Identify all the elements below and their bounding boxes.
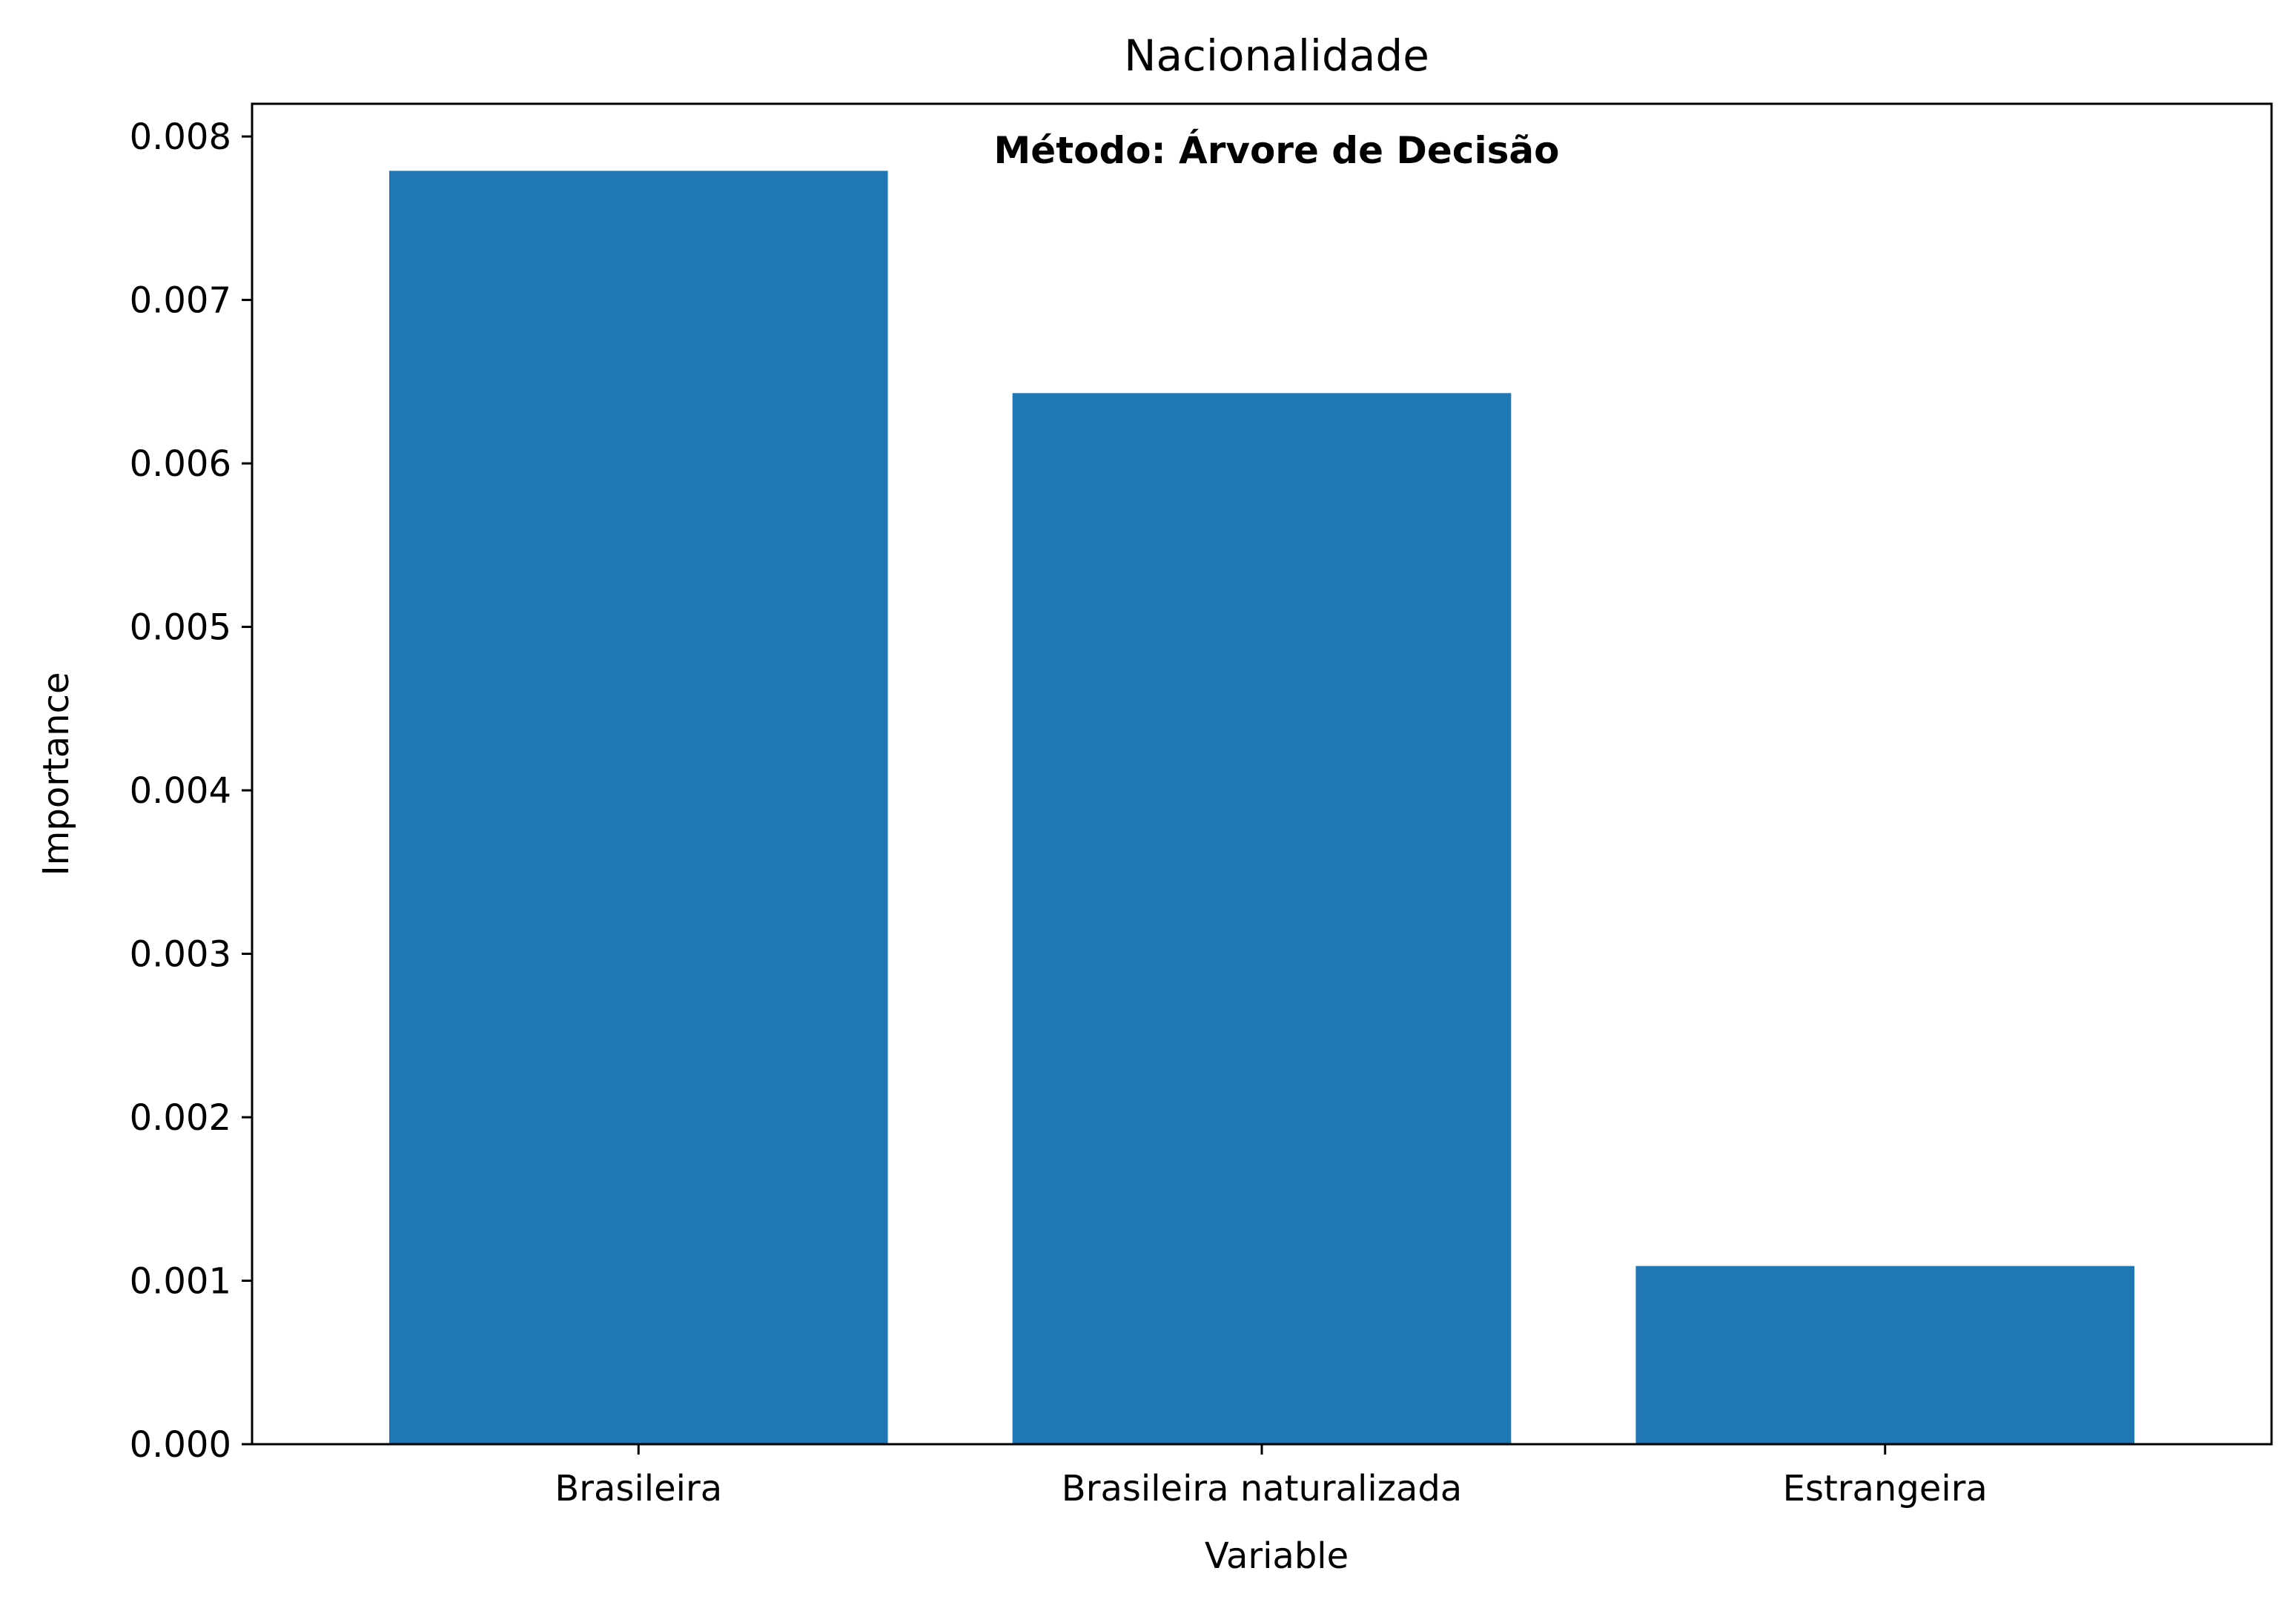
plot-frame <box>251 102 2273 1446</box>
y-tick-label: 0.001 <box>130 1261 231 1303</box>
x-tick-label: Brasileira naturalizada <box>1062 1468 1462 1509</box>
y-tick-label: 0.003 <box>130 934 231 976</box>
y-tick-label: 0.000 <box>130 1424 231 1466</box>
y-tick-label: 0.008 <box>130 116 231 158</box>
bar-estrangeira <box>1635 1266 2135 1444</box>
y-tick-label: 0.002 <box>130 1097 231 1139</box>
chart-title: Nacionalidade <box>1124 30 1429 81</box>
x-tick-label: Brasileira <box>555 1468 722 1509</box>
bar-brasileira-naturalizada <box>1012 393 1512 1444</box>
bars-group <box>388 171 2135 1444</box>
bar-brasileira <box>388 171 888 1444</box>
x-axis-ticks: Brasileira Brasileira naturalizada Estrang… <box>555 1444 1988 1509</box>
y-axis-ticks: 0.000 0.001 0.002 0.003 0.004 0.005 0.006 0.007… <box>130 116 252 1466</box>
x-axis-label: Variable <box>1205 1535 1349 1577</box>
y-tick-label: 0.004 <box>130 770 231 812</box>
method-annotation: Método: Árvore de Decisão <box>994 128 1560 172</box>
y-tick-label: 0.005 <box>130 607 231 649</box>
x-tick-label: Estrangeira <box>1783 1468 1988 1509</box>
y-axis-label: Importance <box>36 672 77 876</box>
y-tick-label: 0.007 <box>130 280 231 322</box>
y-tick-label: 0.006 <box>130 443 231 485</box>
